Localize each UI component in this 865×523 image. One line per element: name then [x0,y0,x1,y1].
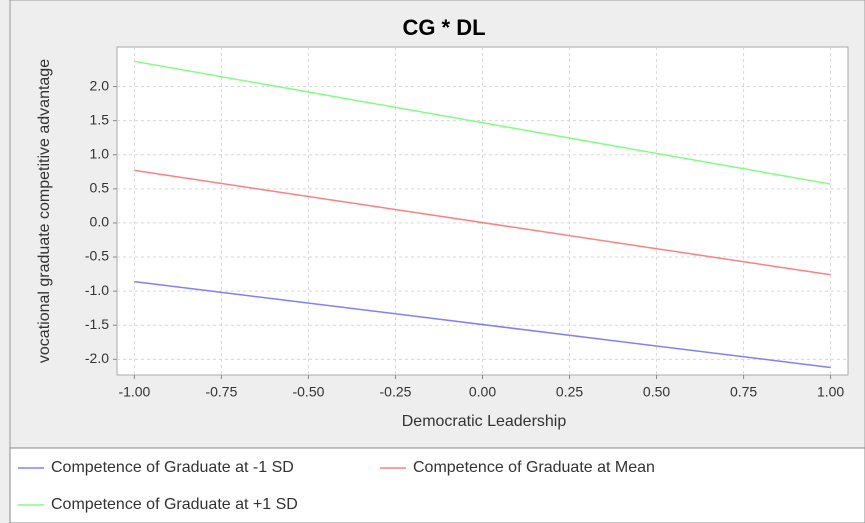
y-tick-label: -2.0 [85,350,109,366]
x-tick-label: 0.25 [556,384,583,400]
x-tick-label: 0.00 [469,384,496,400]
y-tick-label: -1.0 [85,282,109,298]
x-tick-label: 1.00 [817,384,844,400]
legend-label: Competence of Graduate at -1 SD [51,459,294,476]
legend-box [9,447,865,523]
x-tick-label: 0.75 [730,384,757,400]
y-axis-label: vocational graduate competitive advantag… [36,59,53,363]
chart-title: CG * DL [402,15,485,40]
x-tick-label: -0.50 [292,384,324,400]
legend-label: Competence of Graduate at +1 SD [51,496,298,513]
y-tick-label: -1.5 [85,316,109,332]
series-line [134,169,831,276]
x-tick-label: 0.50 [643,384,670,400]
x-tick-label: -1.00 [118,384,150,400]
y-tick-label: 1.0 [90,145,110,161]
series-line [134,280,831,369]
y-tick-label: 0.0 [90,214,110,230]
x-tick-label: -0.25 [380,384,412,400]
series-line [134,60,831,185]
y-tick-label: 1.5 [90,111,110,127]
legend-label: Competence of Graduate at Mean [413,459,655,476]
x-axis-label: Democratic Leadership [402,413,567,430]
y-tick-label: 0.5 [90,180,110,196]
y-tick-label: 2.0 [90,77,110,93]
y-tick-label: -0.5 [85,248,109,264]
x-tick-label: -0.75 [205,384,237,400]
